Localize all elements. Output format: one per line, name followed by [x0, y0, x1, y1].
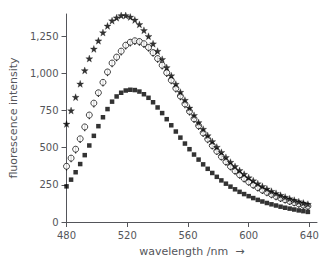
svg-text:1,000: 1,000 — [30, 68, 59, 79]
svg-text:250: 250 — [39, 179, 58, 190]
svg-text:wavelength /nm →: wavelength /nm → — [139, 245, 244, 258]
svg-text:500: 500 — [39, 142, 58, 153]
svg-text:fluorescence intensity: fluorescence intensity — [7, 57, 20, 179]
svg-text:1,250: 1,250 — [30, 31, 59, 42]
svg-text:750: 750 — [39, 105, 58, 116]
svg-text:480: 480 — [57, 230, 76, 241]
svg-text:520: 520 — [118, 230, 137, 241]
svg-text:0: 0 — [52, 217, 58, 228]
svg-text:560: 560 — [178, 230, 197, 241]
svg-text:600: 600 — [239, 230, 258, 241]
svg-text:640: 640 — [300, 230, 319, 241]
